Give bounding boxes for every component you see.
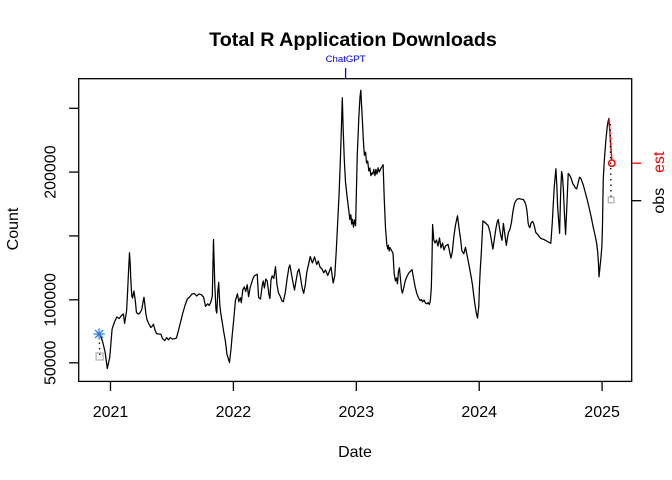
svg-text:obs: obs <box>651 188 668 214</box>
svg-text:2024: 2024 <box>461 404 497 421</box>
svg-text:Count: Count <box>5 207 22 250</box>
svg-text:2022: 2022 <box>216 404 252 421</box>
svg-text:est: est <box>651 151 668 173</box>
svg-text:2025: 2025 <box>584 404 620 421</box>
svg-text:50000: 50000 <box>42 340 59 385</box>
svg-text:2023: 2023 <box>339 404 375 421</box>
svg-text:100000: 100000 <box>42 273 59 326</box>
svg-text:Date: Date <box>338 444 372 461</box>
svg-text:2021: 2021 <box>93 404 129 421</box>
svg-text:ChatGPT: ChatGPT <box>326 54 366 65</box>
svg-text:Total R Application Downloads: Total R Application Downloads <box>209 29 497 51</box>
svg-text:200000: 200000 <box>42 145 59 198</box>
